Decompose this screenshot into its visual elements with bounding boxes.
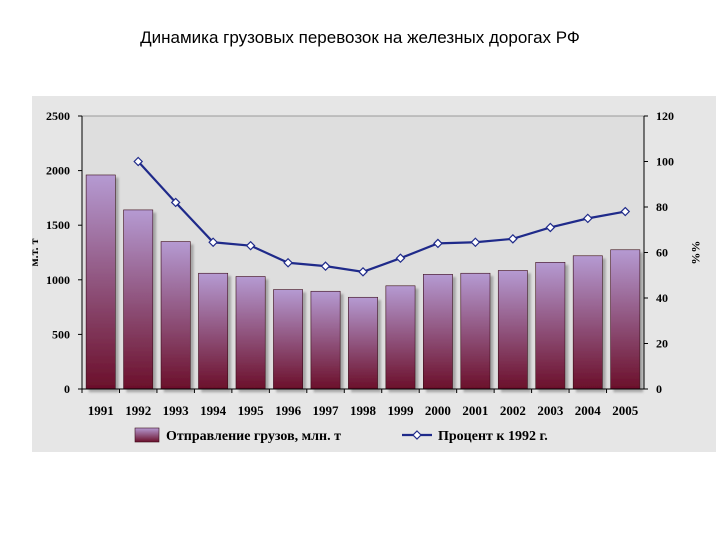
y-tick-label: 500	[52, 327, 70, 341]
y-axis-title: м.т. т	[27, 238, 41, 266]
bar-2001	[460, 272, 491, 390]
bar-1993	[160, 241, 191, 390]
line-point	[245, 240, 256, 251]
x-tick-label: 1995	[238, 403, 265, 418]
legend-marker-line	[412, 430, 422, 440]
y2-tick-label: 20	[656, 337, 668, 351]
y2-axis-title: %%	[689, 241, 703, 265]
y2-tick-label: 0	[656, 382, 662, 396]
line-point	[283, 257, 293, 268]
legend-swatch-bars	[134, 427, 160, 443]
y-tick-label: 2000	[46, 164, 70, 178]
x-tick-label: 1999	[387, 403, 414, 418]
line-point	[433, 238, 443, 249]
line-point	[620, 206, 631, 217]
x-tick-label: 2002	[500, 403, 526, 418]
line-point	[320, 261, 331, 271]
bar-1991	[85, 174, 116, 390]
line-point	[170, 197, 181, 208]
bar-2000	[423, 274, 453, 390]
bar-1999	[385, 285, 416, 390]
series-line-percent	[137, 160, 626, 273]
x-tick-label: 1996	[275, 403, 302, 418]
x-tick-label: 1997	[313, 403, 340, 418]
bar-1995	[235, 276, 266, 390]
line-point	[208, 237, 218, 248]
bar-2004	[572, 255, 603, 390]
y2-tick-label: 120	[656, 109, 674, 123]
x-tick-label: 1991	[88, 403, 114, 418]
line-point	[358, 266, 368, 277]
bar-1996	[273, 289, 303, 390]
bar-2002	[497, 270, 528, 390]
bar-2003	[535, 262, 566, 390]
y2-tick-label: 60	[656, 246, 668, 260]
legend-label-bars: Отправление грузов, млн. т	[166, 429, 341, 444]
y-tick-label: 0	[64, 382, 70, 396]
bar-1992	[123, 209, 154, 390]
x-tick-label: 1992	[125, 403, 151, 418]
y-tick-label: 1000	[46, 273, 70, 287]
line-point	[582, 213, 593, 224]
x-tick-label: 2004	[575, 403, 602, 418]
line-point	[133, 156, 144, 167]
bar-2005	[610, 249, 641, 390]
line-point	[508, 234, 518, 244]
legend-label-line: Процент к 1992 г.	[438, 429, 548, 444]
x-tick-label: 2005	[612, 403, 639, 418]
bar-1997	[310, 290, 341, 390]
line-point	[395, 253, 406, 264]
x-tick-label: 2000	[425, 403, 451, 418]
x-tick-label: 1998	[350, 403, 377, 418]
x-tick-label: 1993	[163, 403, 190, 418]
y2-tick-label: 100	[656, 155, 674, 169]
slide-title: Динамика грузовых перевозок на железных …	[140, 28, 580, 47]
line-point	[470, 237, 481, 248]
y2-tick-label: 80	[656, 200, 668, 214]
x-tick-label: 1994	[200, 403, 227, 418]
y-tick-label: 1500	[46, 218, 70, 232]
bar-1994	[198, 272, 229, 390]
x-tick-label: 2001	[462, 403, 488, 418]
y2-tick-label: 40	[656, 291, 668, 305]
bar-1998	[348, 296, 378, 390]
line-point	[545, 222, 556, 233]
x-tick-label: 2003	[537, 403, 564, 418]
y-tick-label: 2500	[46, 109, 70, 123]
